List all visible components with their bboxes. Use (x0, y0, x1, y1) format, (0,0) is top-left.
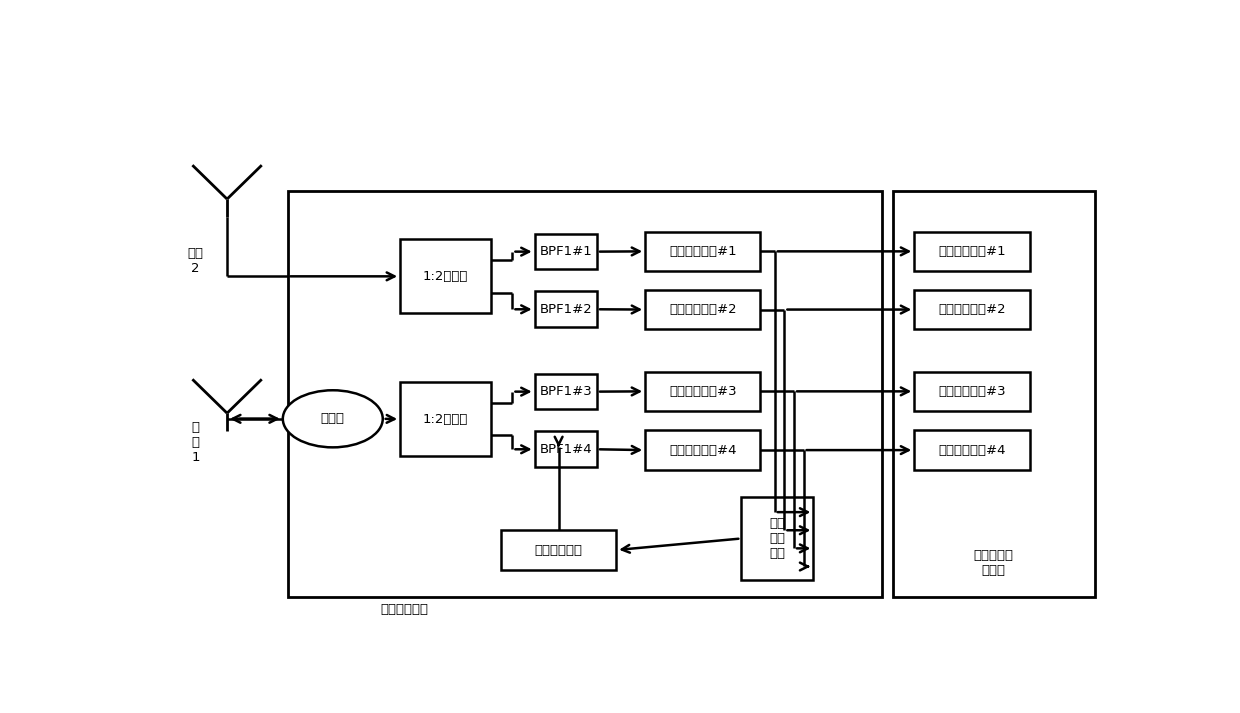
Bar (288, 191, 882, 597)
Bar (914, 232, 1029, 271)
Bar (534, 234, 598, 270)
Circle shape (283, 390, 383, 447)
Text: 天线
2: 天线 2 (187, 247, 203, 275)
Text: 射频接收前端#3: 射频接收前端#3 (668, 385, 737, 398)
Bar (501, 530, 616, 570)
Text: 信号收发通道#2: 信号收发通道#2 (937, 303, 1006, 316)
Text: 射频接收前端#1: 射频接收前端#1 (668, 245, 737, 258)
Bar (645, 232, 760, 271)
Bar (534, 431, 598, 467)
Bar (914, 289, 1029, 329)
Bar (645, 289, 760, 329)
Text: BPF1#3: BPF1#3 (539, 385, 593, 398)
Text: BPF1#1: BPF1#1 (539, 245, 593, 258)
Bar (645, 431, 760, 470)
Text: 上行射频模块: 上行射频模块 (381, 603, 429, 616)
Bar (401, 240, 491, 314)
Text: BPF1#4: BPF1#4 (539, 443, 593, 456)
Text: 射频发射前端: 射频发射前端 (534, 543, 583, 557)
Text: 信号收发通道#3: 信号收发通道#3 (937, 385, 1006, 398)
Text: BPF1#2: BPF1#2 (539, 303, 593, 316)
Text: 信号收发通道#4: 信号收发通道#4 (939, 443, 1006, 456)
Text: 上行信号处
理模块: 上行信号处 理模块 (973, 549, 1013, 578)
Text: 单刀
四掷
开关: 单刀 四掷 开关 (769, 517, 785, 560)
Text: 天
线
1: 天 线 1 (191, 421, 200, 464)
Text: 1:2功分器: 1:2功分器 (423, 413, 469, 426)
Bar (742, 498, 813, 580)
Text: 环形器: 环形器 (321, 412, 345, 426)
Text: 射频接收前端#4: 射频接收前端#4 (670, 443, 737, 456)
Text: 1:2功分器: 1:2功分器 (423, 270, 469, 283)
Text: 信号收发通道#1: 信号收发通道#1 (937, 245, 1006, 258)
Text: 射频接收前端#2: 射频接收前端#2 (668, 303, 737, 316)
Bar (914, 371, 1029, 411)
Bar (401, 382, 491, 456)
Bar (914, 431, 1029, 470)
Bar (645, 371, 760, 411)
Bar (534, 292, 598, 327)
Bar (534, 374, 598, 409)
Bar (893, 191, 1095, 597)
